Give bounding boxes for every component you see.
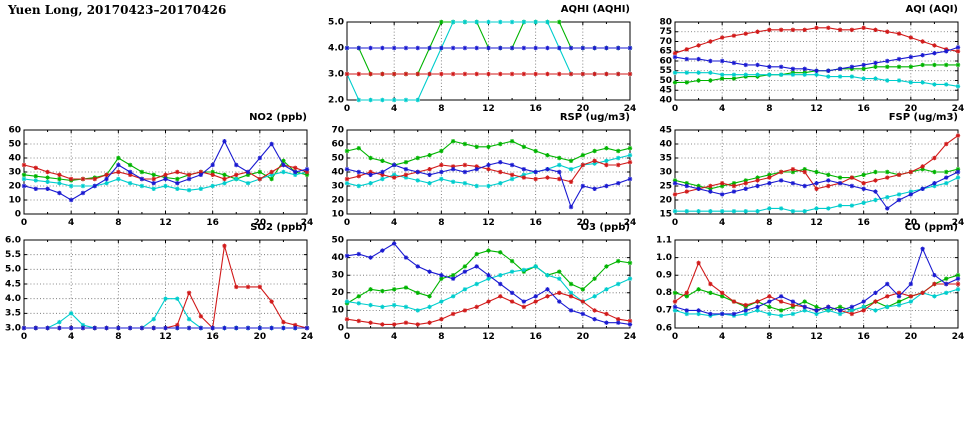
chart-co-title: CO (ppm) xyxy=(904,222,958,233)
chart-so2-canvas xyxy=(0,235,313,342)
chart-co-canvas xyxy=(651,235,964,342)
chart-so2-title: SO2 (ppb) xyxy=(250,222,307,233)
chart-aqi-title: AQI (AQI) xyxy=(905,4,958,15)
chart-co: CO (ppm) xyxy=(651,222,964,342)
chart-aqi: AQI (AQI) xyxy=(651,4,964,114)
chart-fsp-title: FSP (ug/m3) xyxy=(888,112,958,123)
chart-o3-canvas xyxy=(323,235,636,342)
chart-rsp-title: RSP (ug/m3) xyxy=(559,112,630,123)
chart-fsp: FSP (ug/m3) xyxy=(651,112,964,228)
page-title: Yuen Long, 20170423–20170426 xyxy=(8,3,227,17)
chart-no2: NO2 (ppb) xyxy=(0,112,313,228)
chart-o3: O3 (ppb) xyxy=(323,222,636,342)
chart-o3-title: O3 (ppb) xyxy=(580,222,630,233)
chart-rsp: RSP (ug/m3) xyxy=(323,112,636,228)
chart-aqhi: AQHI (AQHI) xyxy=(323,4,636,114)
chart-no2-title: NO2 (ppb) xyxy=(249,112,307,123)
chart-so2: SO2 (ppb) xyxy=(0,222,313,342)
chart-no2-canvas xyxy=(0,125,313,228)
chart-aqhi-canvas xyxy=(323,17,636,114)
chart-aqhi-title: AQHI (AQHI) xyxy=(560,4,630,15)
chart-fsp-canvas xyxy=(651,125,964,228)
chart-aqi-canvas xyxy=(651,17,964,114)
chart-rsp-canvas xyxy=(323,125,636,228)
